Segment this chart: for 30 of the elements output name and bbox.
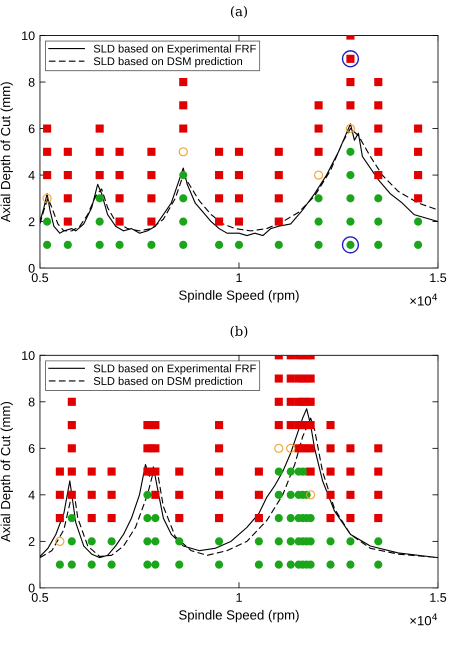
y-tick-label: 10 — [22, 31, 35, 40]
x-tick-label: 0.5 — [32, 593, 48, 602]
y-tick-label: 6 — [28, 444, 35, 453]
y-tick-label: 4 — [28, 490, 35, 500]
x-axis-title: Spindle Speed (rpm) — [179, 610, 299, 622]
y-tick-label: 4 — [28, 170, 35, 180]
y-tick-label: 6 — [28, 124, 35, 134]
chart-title: (b) — [230, 326, 248, 338]
y-tick-label: 10 — [22, 351, 35, 360]
y-tick-label: 2 — [28, 537, 34, 546]
x-tick-label: 1.5 — [430, 593, 446, 602]
legend-label: SLD based on DSM prediction — [94, 57, 242, 68]
x-tick-label: 1 — [236, 593, 242, 602]
x-tick-label: 1.5 — [430, 273, 446, 282]
y-tick-label: 2 — [28, 217, 34, 226]
x-tick-label: 0.5 — [32, 273, 48, 282]
legend-label: SLD based on Experimental FRF — [94, 364, 256, 375]
y-axis-title: Axial Depth of Cut (mm) — [0, 82, 13, 222]
x-tick-label: 1 — [236, 273, 242, 282]
y-axis-title: Axial Depth of Cut (mm) — [0, 402, 13, 542]
y-tick-label: 0 — [28, 264, 35, 273]
chart-title: (a) — [230, 6, 248, 18]
y-tick-label: 0 — [28, 584, 35, 593]
text: ×10$^{4}$ — [410, 294, 438, 306]
legend-label: SLD based on Experimental FRF — [94, 44, 256, 55]
legend-label: SLD based on DSM prediction — [94, 376, 242, 388]
x-axis-title: Spindle Speed (rpm) — [179, 290, 299, 302]
text: ×10$^{4}$ — [410, 613, 438, 626]
y-tick-label: 8 — [28, 398, 35, 406]
y-tick-label: 8 — [28, 78, 35, 87]
